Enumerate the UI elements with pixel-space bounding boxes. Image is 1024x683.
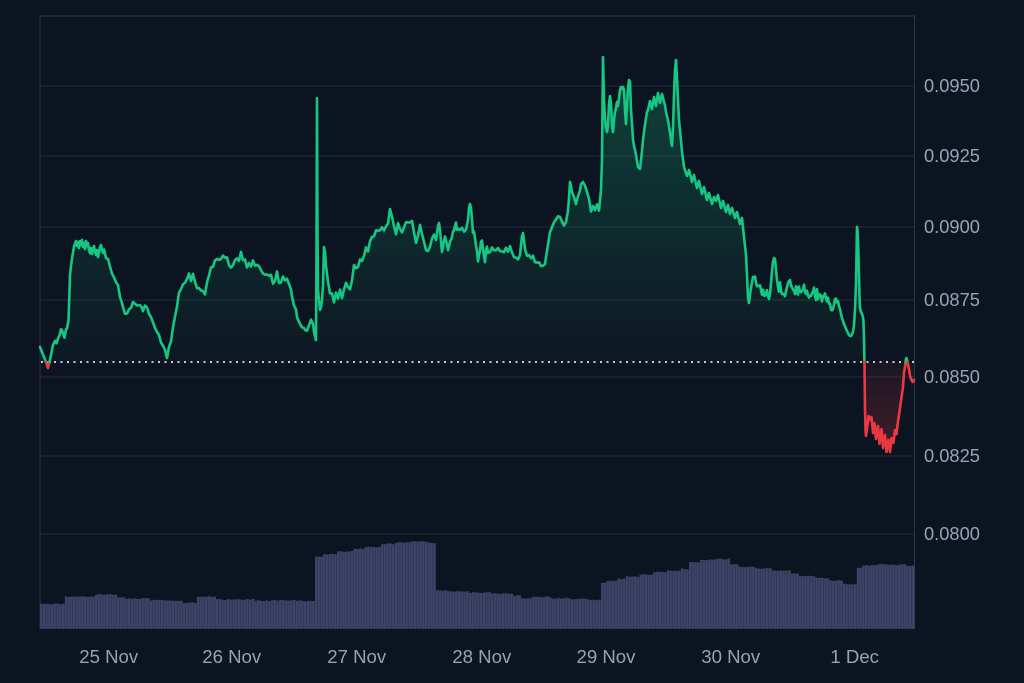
svg-text:27 Nov: 27 Nov	[327, 646, 387, 667]
svg-text:26 Nov: 26 Nov	[202, 646, 262, 667]
svg-text:0.0825: 0.0825	[924, 445, 980, 466]
svg-text:0.0850: 0.0850	[924, 366, 980, 387]
svg-text:0.0875: 0.0875	[924, 289, 980, 310]
svg-text:28 Nov: 28 Nov	[452, 646, 512, 667]
svg-text:30 Nov: 30 Nov	[701, 646, 761, 667]
svg-text:0.0900: 0.0900	[924, 216, 980, 237]
svg-text:29 Nov: 29 Nov	[577, 646, 637, 667]
svg-text:0.0950: 0.0950	[924, 75, 980, 96]
svg-text:25 Nov: 25 Nov	[79, 646, 139, 667]
svg-text:1 Dec: 1 Dec	[830, 646, 879, 667]
svg-text:0.0925: 0.0925	[924, 145, 980, 166]
svg-text:0.0800: 0.0800	[924, 523, 980, 544]
